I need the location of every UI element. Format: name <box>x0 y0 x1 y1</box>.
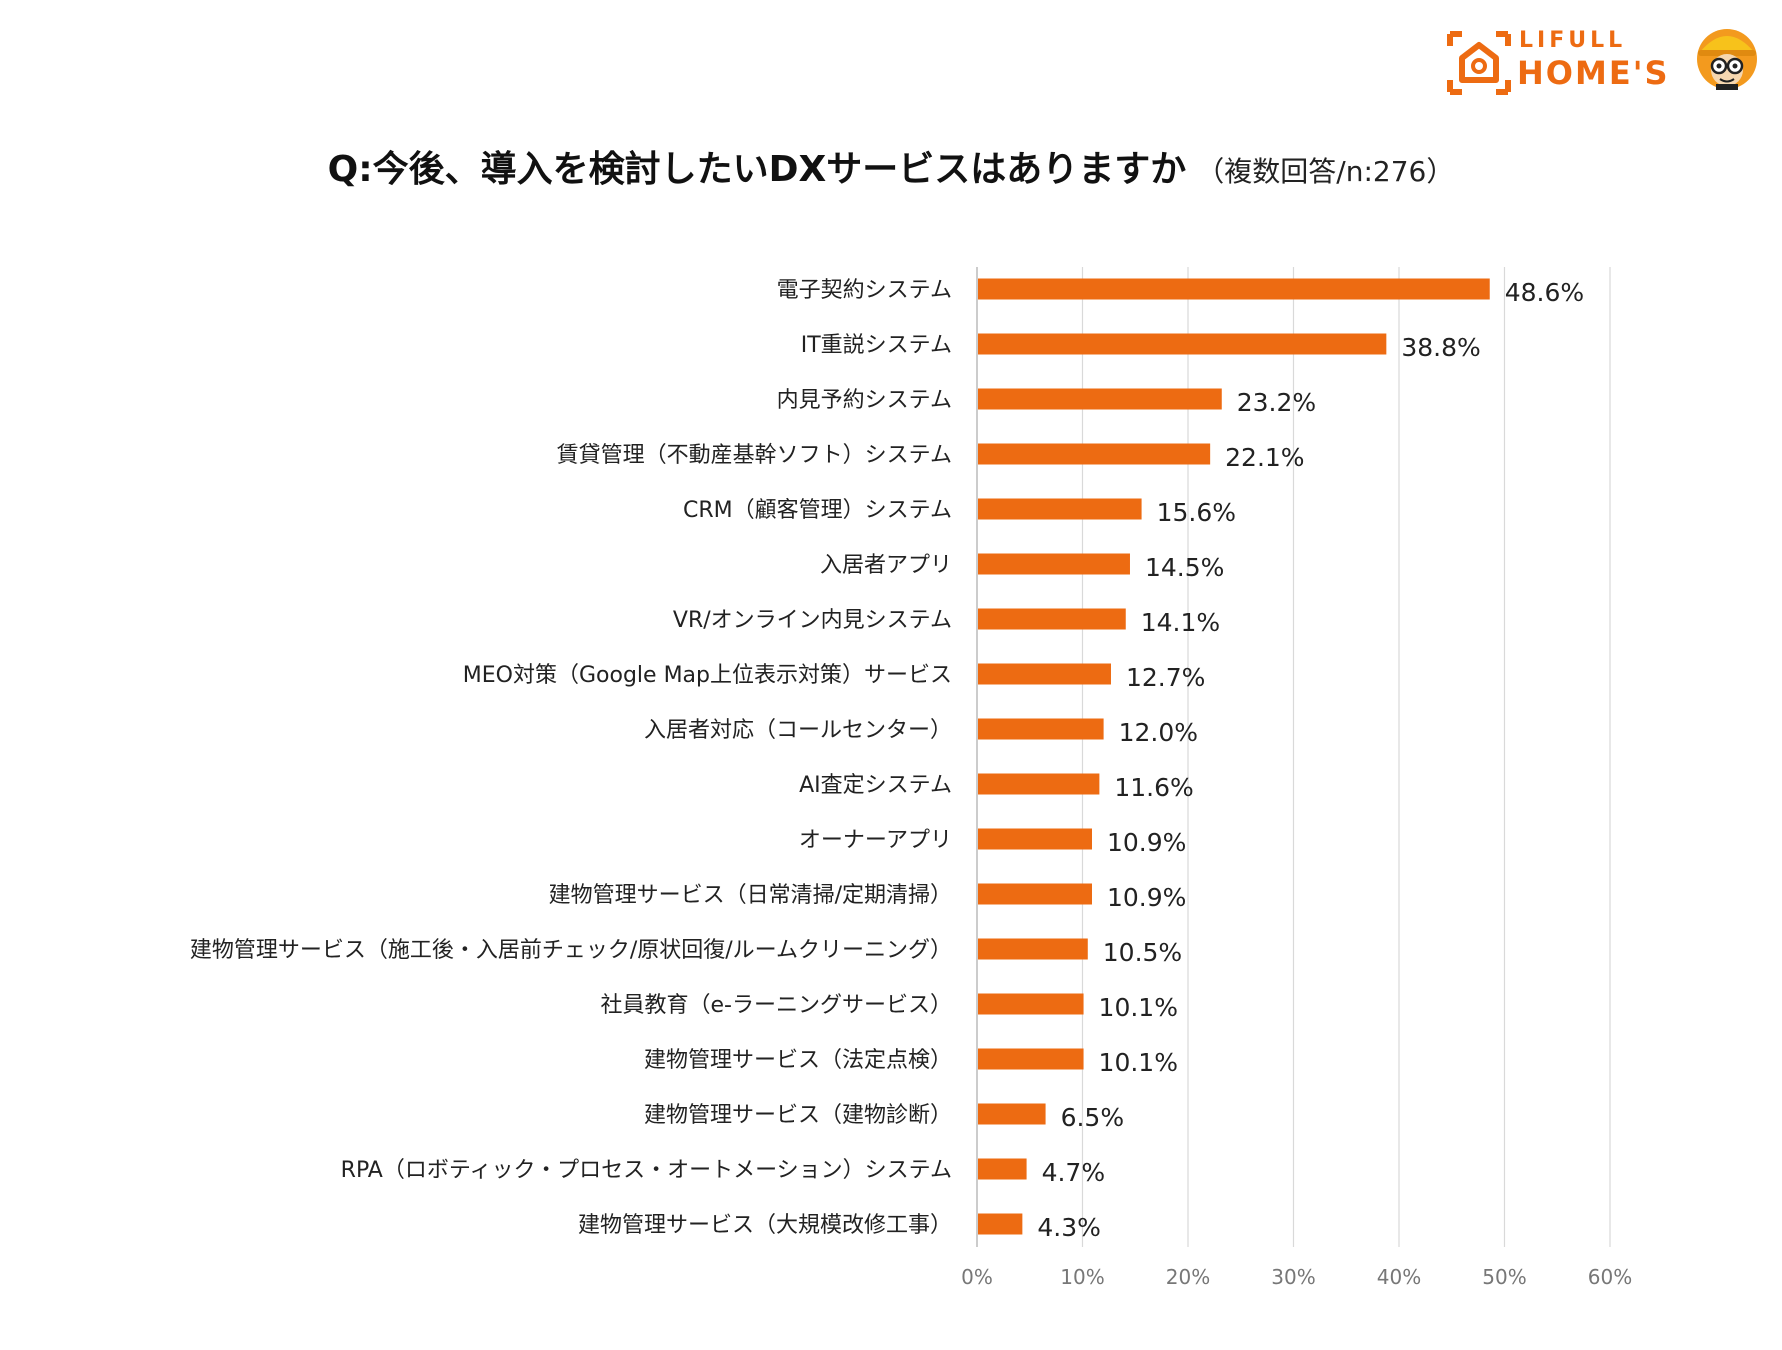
value-label: 38.8% <box>1401 333 1480 362</box>
value-label: 10.9% <box>1107 883 1186 912</box>
category-label: 建物管理サービス（建物診断） <box>644 1103 952 1128</box>
value-label: 4.3% <box>1037 1213 1101 1242</box>
x-tick-label: 0% <box>961 1265 993 1289</box>
category-label: オーナーアプリ <box>799 828 952 853</box>
category-label: MEO対策（Google Map上位表示対策）サービス <box>463 663 952 688</box>
bar <box>978 1158 1027 1180</box>
category-label: VR/オンライン内見システム <box>673 608 952 633</box>
value-label: 48.6% <box>1505 278 1584 307</box>
category-labels: 電子契約システム IT重説システム内見予約システム賃貸管理（不動産基幹ソフト）シス… <box>190 278 952 1238</box>
value-labels: 48.6% 38.8% 23.2% 22.1% 15.6% 14.5% 14.1% 12.7%… <box>1037 278 1584 1242</box>
value-label: 4.7% <box>1042 1158 1106 1187</box>
value-label: 6.5% <box>1061 1103 1125 1132</box>
chart-title-sub: （複数回答/n:276） <box>1196 155 1455 188</box>
bar <box>978 553 1130 575</box>
bar <box>978 443 1211 465</box>
category-label: 建物管理サービス（法定点検） <box>644 1048 952 1073</box>
category-label: RPA（ロボティック・プロセス・オートメーション）システム <box>341 1158 952 1183</box>
x-tick-label: 40% <box>1377 1265 1421 1289</box>
x-tick-label: 50% <box>1482 1265 1526 1289</box>
bar <box>978 278 1490 300</box>
value-label: 10.5% <box>1103 938 1182 967</box>
bar <box>978 663 1111 685</box>
bar <box>978 1048 1084 1070</box>
house-logo-icon <box>1447 31 1511 95</box>
category-label: 社員教育（e-ラーニングサービス） <box>601 993 952 1018</box>
bar <box>978 333 1387 355</box>
value-label: 15.6% <box>1157 498 1236 527</box>
logo-line2: HOME'S <box>1517 54 1670 92</box>
category-label: AI査定システム <box>799 773 952 798</box>
bar <box>978 718 1104 740</box>
bar <box>978 498 1142 520</box>
category-label: IT重説システム <box>801 333 952 358</box>
bar <box>978 938 1088 960</box>
gridlines <box>976 267 1611 1247</box>
value-label: 10.1% <box>1099 1048 1178 1077</box>
bar <box>978 993 1084 1015</box>
bar <box>978 388 1222 410</box>
bar <box>978 773 1100 795</box>
bar <box>978 883 1092 905</box>
bar <box>978 1213 1023 1235</box>
mascot-icon <box>1697 29 1757 90</box>
logo-line1: LIFULL <box>1519 28 1627 53</box>
bar <box>978 828 1092 850</box>
value-label: 22.1% <box>1225 443 1304 472</box>
x-axis-ticks: 0% 10% 20% 30% 40% 50% 60% <box>961 1265 1632 1289</box>
chart-title-main: Q:今後、導入を検討したいDXサービスはありますか <box>327 149 1187 190</box>
value-label: 11.6% <box>1114 773 1193 802</box>
x-tick-label: 30% <box>1271 1265 1315 1289</box>
x-tick-label: 60% <box>1588 1265 1632 1289</box>
lifull-homes-logo: LIFULL HOME'S <box>1444 20 1764 102</box>
category-label: 建物管理サービス（日常清掃/定期清掃） <box>549 883 952 908</box>
category-label: 内見予約システム <box>777 388 952 413</box>
category-label: 賃貸管理（不動産基幹ソフト）システム <box>557 443 952 468</box>
value-label: 14.5% <box>1145 553 1224 582</box>
category-label: 電子契約システム <box>777 278 952 303</box>
category-label: CRM（顧客管理）システム <box>683 498 952 523</box>
x-tick-label: 10% <box>1060 1265 1104 1289</box>
x-tick-label: 20% <box>1166 1265 1210 1289</box>
bar <box>978 1103 1046 1125</box>
value-label: 12.7% <box>1126 663 1205 692</box>
value-label: 10.9% <box>1107 828 1186 857</box>
value-label: 10.1% <box>1099 993 1178 1022</box>
category-label: 入居者対応（コールセンター） <box>644 718 952 743</box>
bar <box>978 608 1126 630</box>
value-label: 14.1% <box>1141 608 1220 637</box>
category-label: 建物管理サービス（施工後・入居前チェック/原状回復/ルームクリーニング） <box>190 938 952 963</box>
value-label: 23.2% <box>1237 388 1316 417</box>
chart-title: Q:今後、導入を検討したいDXサービスはありますか （複数回答/n:276） <box>0 140 1782 192</box>
category-label: 入居者アプリ <box>820 553 952 578</box>
value-label: 12.0% <box>1119 718 1198 747</box>
bars <box>978 278 1490 1235</box>
category-label: 建物管理サービス（大規模改修工事） <box>578 1213 952 1238</box>
